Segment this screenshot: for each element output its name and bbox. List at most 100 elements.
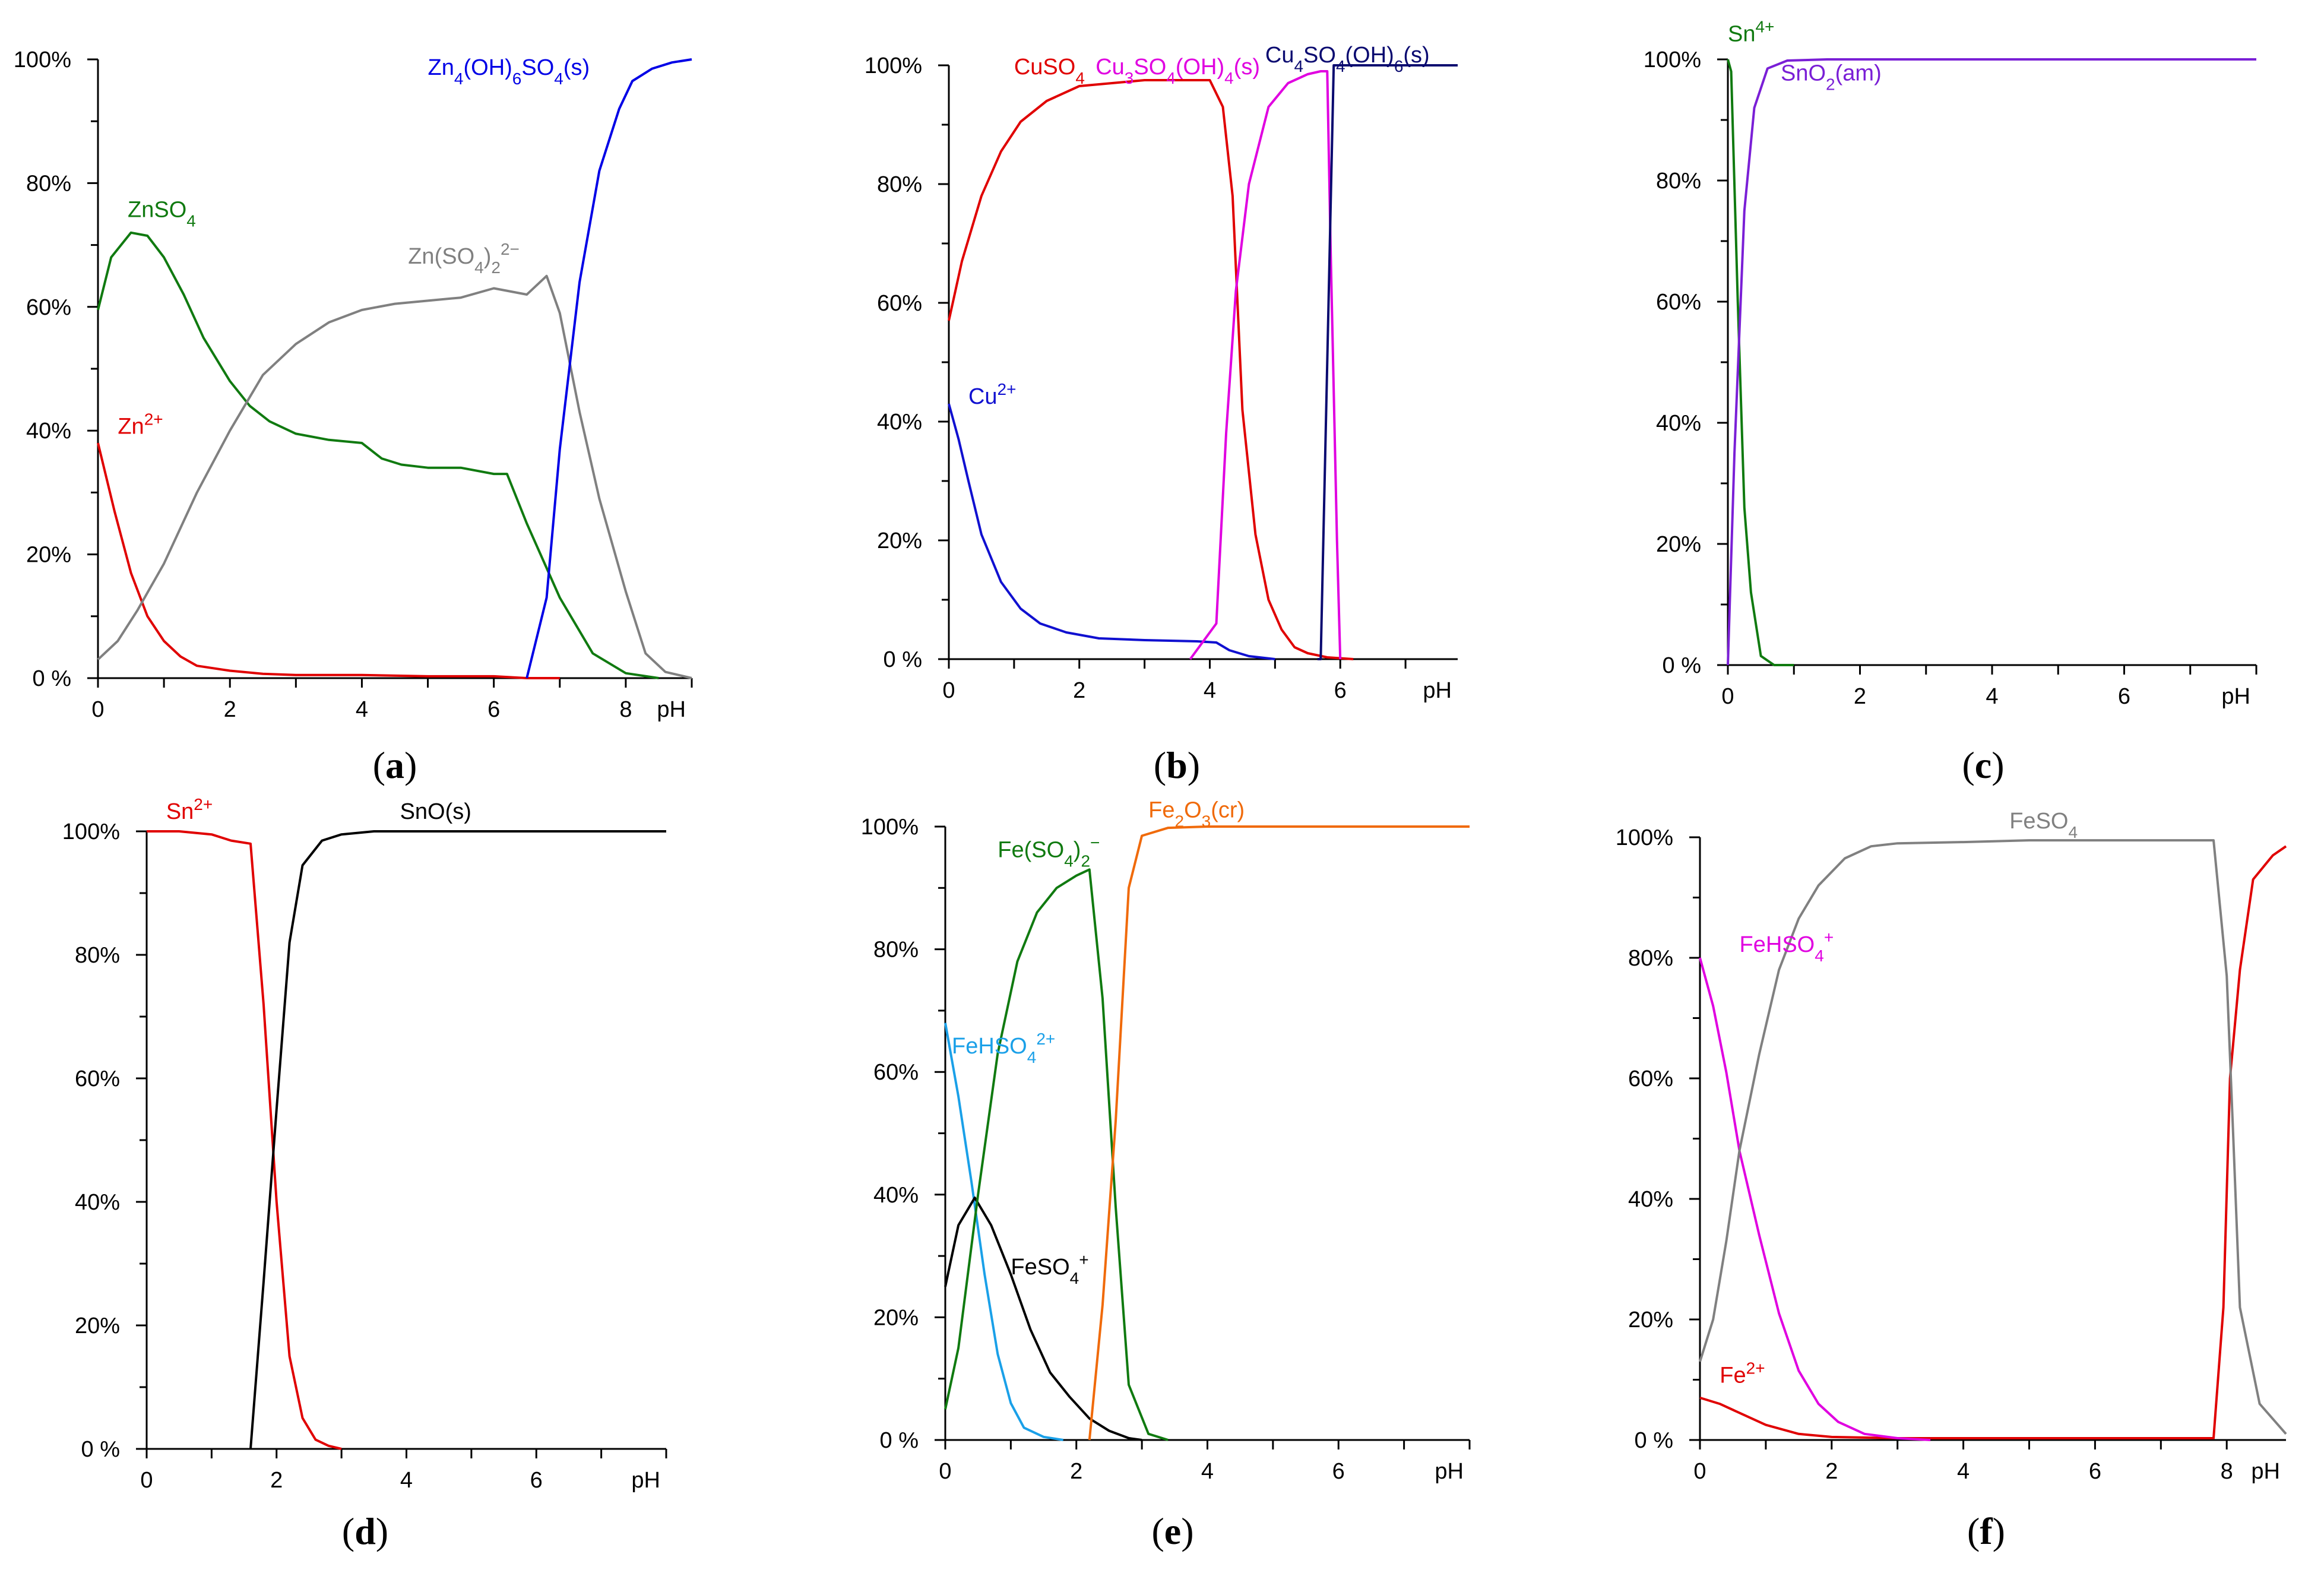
- series-label: FeHSO42+: [952, 1030, 1055, 1066]
- series-label: FeSO4: [2009, 809, 2078, 841]
- series-line: [249, 830, 666, 1449]
- series-label: Fe(SO4)2−: [998, 833, 1100, 870]
- y-tick-label: 0 %: [81, 1437, 120, 1462]
- y-tick-label: 80%: [26, 171, 71, 196]
- panel-caption: (d): [342, 1510, 388, 1552]
- x-tick-label: 0: [140, 1468, 153, 1493]
- x-tick-label: 6: [2089, 1459, 2101, 1484]
- series-label: Fe2O3(cr): [1148, 798, 1245, 831]
- series-line: [97, 231, 659, 679]
- panel-f: 0 % 20% 40% 60% 80% 100% 0 2 4 6 8 pH Fe2+ FeHSO4+ FeS…: [1616, 809, 2287, 1552]
- x-tick-label: 0: [939, 1459, 951, 1484]
- y-tick-label: 40%: [873, 1183, 919, 1208]
- y-tick-label: 40%: [1628, 1187, 1673, 1212]
- series-line: [1088, 825, 1470, 1441]
- series-label: Fe2+: [1720, 1359, 1765, 1388]
- panel-caption: (a): [373, 744, 417, 786]
- y-tick-label: 60%: [1628, 1066, 1673, 1091]
- series-line: [948, 403, 1275, 660]
- series-line: [1699, 957, 1931, 1441]
- y-tick-label: 60%: [26, 295, 71, 320]
- series-line: [1317, 64, 1458, 660]
- y-tick-label: 100%: [1616, 825, 1673, 850]
- y-tick-label: 0 %: [880, 1428, 919, 1453]
- x-axis-label: pH: [631, 1468, 660, 1493]
- x-axis-label: pH: [2251, 1459, 2280, 1484]
- y-tick-label: 0 %: [33, 666, 71, 691]
- x-tick-label: 4: [1204, 678, 1216, 703]
- x-tick-label: 6: [2118, 684, 2130, 709]
- panel-caption: (b): [1154, 744, 1200, 786]
- y-tick-label: 80%: [873, 938, 919, 963]
- series-line: [97, 442, 560, 679]
- y-tick-label: 100%: [1644, 48, 1701, 72]
- x-tick-label: 2: [1073, 678, 1085, 703]
- series-label: Sn4+: [1728, 17, 1774, 47]
- series-line: [944, 1023, 1064, 1441]
- x-tick-label: 4: [1201, 1459, 1214, 1484]
- series-line: [525, 58, 692, 679]
- panel-d: 0 % 20% 40% 60% 80% 100% 0 2 4 6 pH Sn2+ SnO(s) (d): [62, 795, 667, 1552]
- y-tick-label: 60%: [873, 1060, 919, 1085]
- y-tick-label: 80%: [1656, 169, 1701, 194]
- y-tick-label: 20%: [26, 543, 71, 568]
- series-line: [1189, 70, 1342, 660]
- panel-caption: (e): [1151, 1510, 1193, 1552]
- x-tick-label: 4: [1986, 684, 1998, 709]
- series-line: [1727, 58, 2256, 666]
- y-tick-label: 0 %: [1663, 653, 1701, 678]
- series-label: Zn4(OH)6SO4(s): [428, 55, 590, 88]
- panel-a: 0 % 20% 40% 60% 80% 100% 0 2 4 6 8 pH Zn2+ ZnSO4 Zn(SO…: [14, 48, 693, 786]
- series-label: CuSO4: [1014, 55, 1085, 87]
- y-tick-label: 80%: [1628, 946, 1673, 971]
- x-tick-label: 6: [487, 697, 500, 722]
- series-line: [1727, 59, 1794, 666]
- y-tick-label: 40%: [877, 410, 922, 435]
- series-label: Zn2+: [118, 410, 163, 439]
- x-tick-label: 8: [2221, 1459, 2233, 1484]
- series-line: [944, 1197, 1142, 1441]
- series-label: FeHSO4+: [1740, 928, 1834, 964]
- y-tick-label: 100%: [861, 815, 919, 840]
- x-tick-label: 2: [1825, 1459, 1838, 1484]
- x-axis-label: pH: [657, 697, 686, 722]
- y-tick-label: 40%: [1656, 411, 1701, 436]
- series-label: SnO2(am): [1781, 61, 1882, 94]
- x-tick-label: 0: [1721, 684, 1734, 709]
- series-line: [1699, 839, 2287, 1435]
- y-tick-label: 20%: [75, 1314, 120, 1338]
- series-label: SnO(s): [400, 799, 471, 824]
- y-tick-label: 40%: [26, 419, 71, 444]
- series-line: [944, 868, 1169, 1441]
- panel-caption: (f): [1967, 1510, 2005, 1552]
- y-tick-label: 100%: [62, 819, 120, 844]
- y-tick-label: 100%: [865, 53, 922, 78]
- panel-caption: (c): [1962, 744, 2004, 786]
- x-tick-label: 4: [1957, 1459, 1970, 1484]
- series-line: [147, 830, 342, 1450]
- y-tick-label: 80%: [75, 943, 120, 968]
- y-tick-label: 20%: [1628, 1308, 1673, 1333]
- series-label: FeSO4+: [1011, 1251, 1088, 1287]
- x-tick-label: 4: [400, 1468, 413, 1493]
- series-line: [97, 274, 692, 679]
- series-label: ZnSO4: [128, 198, 196, 230]
- x-tick-label: 2: [1070, 1459, 1082, 1484]
- y-tick-label: 20%: [877, 528, 922, 553]
- x-tick-label: 0: [1693, 1459, 1706, 1484]
- series-label: Cu4SO4(OH)6(s): [1265, 43, 1430, 75]
- x-tick-label: 0: [942, 678, 955, 703]
- x-tick-label: 2: [1854, 684, 1866, 709]
- series-label: Cu2+: [968, 380, 1017, 410]
- y-tick-label: 100%: [14, 48, 71, 72]
- y-tick-label: 80%: [877, 172, 922, 197]
- y-tick-label: 60%: [75, 1066, 120, 1091]
- y-tick-label: 60%: [877, 291, 922, 316]
- y-tick-label: 0 %: [1635, 1428, 1673, 1453]
- y-tick-label: 60%: [1656, 290, 1701, 315]
- y-tick-label: 40%: [75, 1190, 120, 1215]
- panel-c: 0 % 20% 40% 60% 80% 100% 0 2 4 6 pH Sn4+SnO2(am) (c): [1644, 17, 2257, 786]
- series-line: [948, 79, 1354, 660]
